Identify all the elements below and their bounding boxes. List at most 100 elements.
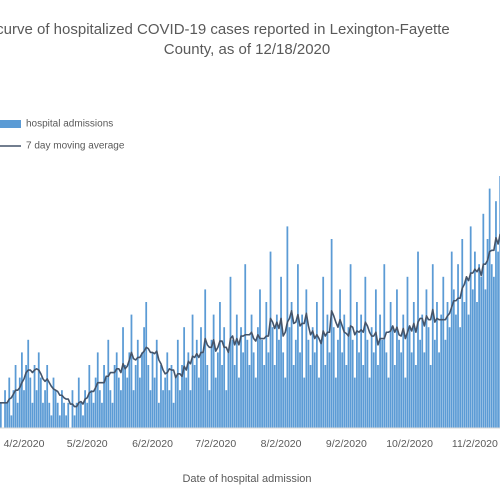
bar [362, 365, 365, 428]
bar [377, 365, 379, 428]
bar [48, 402, 51, 428]
chart-title: County, as of 12/18/2020 [164, 41, 331, 58]
bar [170, 365, 173, 428]
bar [349, 264, 352, 428]
bar [448, 327, 451, 428]
bar [389, 302, 392, 428]
bar [313, 352, 316, 428]
bar [364, 276, 367, 428]
bar [46, 365, 49, 428]
bar [261, 339, 263, 428]
bar [229, 276, 232, 428]
bar [115, 352, 118, 428]
bar [282, 352, 285, 428]
bar [183, 327, 186, 428]
x-tick-label: 5/2/2020 [67, 438, 108, 450]
bar [185, 377, 188, 428]
bar [122, 327, 124, 428]
bar [187, 352, 190, 428]
bar [404, 377, 407, 428]
bar [155, 339, 158, 428]
bar [402, 314, 405, 428]
bar [80, 402, 82, 428]
bar [442, 276, 445, 428]
bar [0, 402, 2, 428]
x-tick-label: 7/2/2020 [195, 438, 236, 450]
bar [450, 251, 453, 428]
bar [459, 327, 462, 428]
bar [132, 390, 135, 428]
bar [396, 289, 398, 428]
bar [176, 339, 179, 428]
bar [263, 365, 266, 428]
bar [320, 339, 322, 428]
bar [400, 352, 403, 428]
bar [412, 302, 415, 428]
bar [315, 302, 318, 428]
bar [417, 251, 419, 428]
bar [311, 327, 314, 428]
bar [223, 327, 226, 428]
bar [345, 365, 348, 428]
bar [191, 314, 194, 428]
bar [63, 402, 65, 428]
bar [425, 289, 428, 428]
legend-swatch [0, 120, 21, 128]
bar [297, 264, 299, 428]
bar [303, 377, 306, 428]
bar [58, 415, 61, 428]
bar [495, 201, 497, 428]
bar [39, 377, 42, 428]
bar [476, 302, 478, 428]
bar [18, 377, 21, 428]
x-tick-label: 8/2/2020 [261, 438, 302, 450]
bar [421, 314, 424, 428]
bar [82, 415, 84, 428]
bar [86, 402, 89, 428]
bar [271, 327, 274, 428]
bar [143, 327, 145, 428]
bar [265, 302, 268, 428]
bar [478, 264, 480, 428]
bar [431, 264, 434, 428]
x-tick-label: 10/2/2020 [386, 438, 433, 450]
bar [181, 365, 183, 428]
bar [8, 377, 11, 428]
bar [368, 377, 371, 428]
bar [52, 377, 55, 428]
bar [324, 365, 327, 428]
bar [84, 390, 86, 428]
bar [269, 251, 272, 428]
bar [221, 365, 223, 428]
bar [307, 339, 310, 428]
bar [391, 327, 394, 428]
bar [31, 402, 34, 428]
bar [212, 314, 215, 428]
bar [288, 327, 291, 428]
bar [410, 352, 413, 428]
bar [256, 327, 259, 428]
legend-label: 7 day moving average [26, 141, 125, 152]
bar [56, 402, 59, 428]
bar [347, 327, 350, 428]
bar [385, 352, 388, 428]
bar [71, 390, 74, 428]
bar [290, 302, 293, 428]
bar [490, 264, 493, 428]
moving-average-line [0, 233, 500, 408]
bar [160, 365, 162, 428]
bar [153, 377, 156, 428]
bar [334, 377, 337, 428]
bar [189, 390, 192, 428]
bar [246, 339, 249, 428]
bar [353, 377, 356, 428]
bar [358, 352, 360, 428]
bar [73, 415, 76, 428]
bar [275, 314, 278, 428]
bar [292, 365, 295, 428]
bar [463, 302, 466, 428]
bar [328, 352, 331, 428]
bar [172, 402, 175, 428]
bar [267, 352, 270, 428]
bar [231, 339, 234, 428]
